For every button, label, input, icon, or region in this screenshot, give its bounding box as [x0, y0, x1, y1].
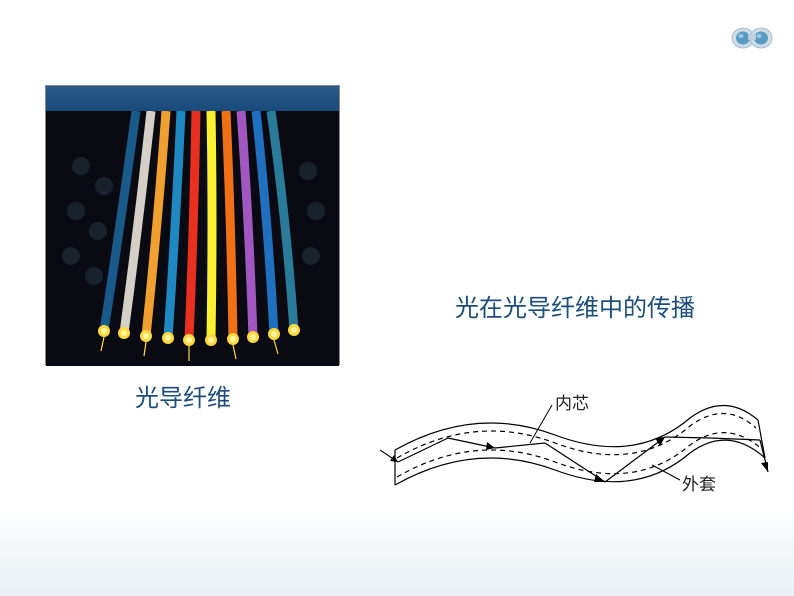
binoculars-icon: [730, 20, 774, 54]
diagram-label-inner: 内芯: [555, 389, 589, 414]
photo-header-bar: [46, 86, 339, 111]
photo-body: [46, 111, 339, 366]
photo-caption: 光导纤维: [135, 378, 231, 413]
fiber-propagation-diagram: 内芯 外套: [380, 380, 770, 540]
fiber-photo: [45, 85, 340, 365]
diagram-title: 光在光导纤维中的传播: [455, 288, 695, 323]
diagram-label-outer: 外套: [682, 470, 716, 495]
